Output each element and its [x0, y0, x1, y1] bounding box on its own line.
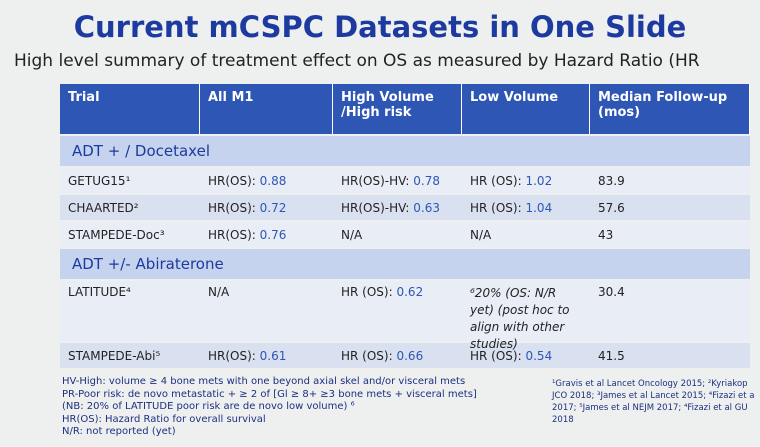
- cell: N/A: [208, 285, 230, 299]
- cell-value: 0.78: [413, 173, 440, 188]
- section-title: ADT +/- Abiraterone: [60, 249, 750, 279]
- cell-value: 0.54: [525, 348, 553, 363]
- footnote: JCO 2018; ³James et al Lancet 2015; ⁴Fiz…: [552, 391, 755, 401]
- cell: HR(OS): 0.72: [200, 195, 333, 220]
- cell-value: 0.63: [413, 200, 440, 215]
- cell: HR(OS): 0.88: [200, 168, 333, 193]
- cell-label: HR (OS):: [470, 173, 522, 188]
- cell: HR(OS)-HV: 0.78: [333, 168, 462, 193]
- cell: HR (OS): 0.54: [462, 343, 590, 368]
- cell: 43: [598, 227, 614, 242]
- footnote: 2018: [552, 415, 574, 425]
- footnote: 2017; ⁵James et al NEJM 2017; ⁴Fizazi et…: [552, 403, 748, 413]
- subtitle: High level summary of treatment effect o…: [14, 51, 700, 71]
- footnote: HR(OS): Hazard Ratio for overall surviva…: [62, 413, 266, 425]
- cell: STAMPEDE-Doc³: [68, 227, 165, 242]
- cell-value: 0.88: [259, 173, 287, 188]
- footnote: N/R: not reported (yet): [62, 426, 176, 437]
- cell: STAMPEDE-Abi⁵: [68, 348, 161, 363]
- cell: HR (OS): 1.02: [462, 168, 590, 193]
- column-header: All M1: [200, 84, 333, 134]
- cell: HR (OS): 0.66: [333, 343, 462, 368]
- cell-value: 0.66: [396, 348, 424, 363]
- cell-label: HR(OS):: [208, 348, 256, 363]
- cell-label: HR(OS)-HV:: [341, 173, 410, 188]
- cell-label: HR (OS):: [341, 348, 393, 363]
- cell: 30.4: [598, 285, 625, 299]
- cell-value: 0.62: [396, 285, 424, 299]
- cell-label: HR (OS):: [470, 348, 522, 363]
- footnote: HV-High: volume ≥ 4 bone mets with one b…: [62, 376, 466, 387]
- cell: N/A: [341, 227, 363, 242]
- cell-value: 1.04: [525, 200, 553, 215]
- cell-label: HR(OS):: [208, 200, 256, 215]
- column-header: Low Volume: [462, 84, 590, 134]
- cell-label: HR(OS):: [208, 227, 256, 242]
- cell-value: 0.61: [259, 348, 287, 363]
- table-row: STAMPEDE-Doc³ HR(OS): 0.76 N/A N/A 43: [60, 222, 750, 247]
- table-row: STAMPEDE-Abi⁵ HR(OS): 0.61 HR (OS): 0.66 HR…: [60, 343, 750, 368]
- cell: 83.9: [598, 173, 625, 188]
- table-row: GETUG15¹ HR(OS): 0.88 HR(OS)-HV: 0.78 HR (O…: [60, 168, 750, 193]
- footnote: PR-Poor risk: de novo metastatic + ≥ 2 o…: [62, 388, 477, 400]
- table-row: CHAARTED² HR(OS): 0.72 HR(OS)-HV: 0.63 HR (…: [60, 195, 750, 220]
- cell-label: HR (OS):: [470, 200, 522, 215]
- footnote: ¹Gravis et al Lancet Oncology 2015; ²Kyr…: [552, 379, 748, 389]
- cell-value: 0.72: [259, 200, 287, 215]
- cell: HR(OS): 0.76: [200, 222, 333, 247]
- footnotes-right: ¹Gravis et al Lancet Oncology 2015; ²Kyr…: [552, 378, 755, 426]
- cell-value: 0.76: [259, 227, 287, 242]
- cell: CHAARTED²: [68, 200, 139, 215]
- cell: HR(OS)-HV: 0.63: [333, 195, 462, 220]
- cell: ⁶20% (OS: N/R yet) (post hoc to align wi…: [470, 286, 570, 351]
- table: Trial All M1 High Volume /High risk Low Vol…: [60, 84, 750, 368]
- column-header: Median Follow-up (mos): [590, 84, 750, 134]
- table-row: LATITUDE⁴ N/A HR (OS): 0.62 ⁶20% (OS: N/R y…: [60, 281, 750, 351]
- cell: HR (OS): 0.62: [333, 281, 462, 341]
- cell-value: 1.02: [525, 173, 553, 188]
- cell: 57.6: [598, 200, 625, 215]
- cell: N/A: [470, 227, 492, 242]
- cell: LATITUDE⁴: [68, 285, 131, 299]
- cell: HR(OS): 0.61: [200, 343, 333, 368]
- column-header: High Volume /High risk: [333, 84, 462, 134]
- column-header: Trial: [60, 84, 200, 134]
- cell-label: HR(OS)-HV:: [341, 200, 410, 215]
- cell-label: HR(OS):: [208, 173, 256, 188]
- title: Current mCSPC Datasets in One Slide: [73, 10, 687, 44]
- cell: HR (OS): 1.04: [462, 195, 590, 220]
- section-title: ADT + / Docetaxel: [60, 136, 750, 166]
- footnote: (NB: 20% of LATITUDE poor risk are de no…: [62, 401, 355, 412]
- header-row: Trial All M1 High Volume /High risk Low Vol…: [60, 84, 750, 134]
- cell-label: HR (OS):: [341, 285, 393, 299]
- cell: GETUG15¹: [68, 173, 131, 188]
- footnotes-left: HV-High: volume ≥ 4 bone mets with one b…: [62, 376, 477, 439]
- cell: 41.5: [598, 348, 625, 363]
